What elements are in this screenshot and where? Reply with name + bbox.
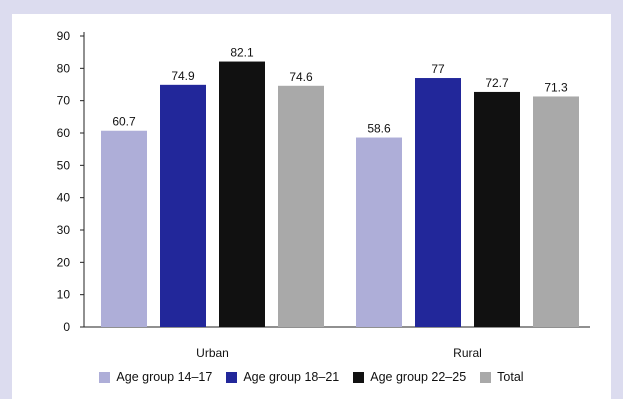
legend-item: Age group 14–17 <box>99 370 212 384</box>
y-tick-label: 50 <box>57 158 71 172</box>
legend-label: Age group 22–25 <box>370 370 467 384</box>
legend-item: Total <box>480 370 524 384</box>
legend-item: Age group 22–25 <box>353 370 466 384</box>
y-tick-label: 20 <box>57 255 71 269</box>
y-tick-label: 40 <box>57 191 71 205</box>
legend-item: Age group 18–21 <box>226 370 339 384</box>
data-label: 74.6 <box>289 70 313 84</box>
legend-label: Age group 18–21 <box>243 370 340 384</box>
y-tick-label: 30 <box>57 223 71 237</box>
bar-urban-series-2 <box>160 84 206 327</box>
legend-label: Total <box>497 370 524 384</box>
data-label: 74.9 <box>171 69 195 83</box>
y-tick-label: 90 <box>57 29 71 43</box>
bar-rural-series-4 <box>533 96 579 327</box>
bar-urban-series-4 <box>278 85 324 327</box>
legend-swatch <box>353 371 365 383</box>
bar-urban-series-3 <box>219 61 265 327</box>
y-tick-label: 60 <box>57 126 71 140</box>
bar-rural-series-1 <box>356 137 402 327</box>
data-label: 60.7 <box>112 115 136 129</box>
y-tick-label: 0 <box>63 320 70 334</box>
data-label: 77 <box>431 62 445 76</box>
legend: Age group 14–17 Age group 18–21 Age group … <box>12 370 611 384</box>
legend-swatch <box>99 371 111 383</box>
y-tick-label: 70 <box>57 94 71 108</box>
bar-rural-series-2 <box>415 78 461 328</box>
y-tick-label: 80 <box>57 61 71 75</box>
bar-chart: 0 10 20 30 40 50 60 70 80 90 60.7 74.9 82.1 74.6 Urban… <box>57 29 590 360</box>
bar-urban-series-1 <box>101 130 147 327</box>
data-label: 58.6 <box>367 122 391 136</box>
x-category-label: Rural <box>453 346 482 360</box>
data-label: 82.1 <box>230 46 254 60</box>
bar-rural-series-3 <box>474 91 520 327</box>
y-tick-label: 10 <box>57 288 71 302</box>
legend-swatch <box>226 371 238 383</box>
legend-label: Age group 14–17 <box>116 370 213 384</box>
legend-swatch <box>480 371 492 383</box>
x-category-label: Urban <box>196 346 229 360</box>
data-label: 72.7 <box>485 76 509 90</box>
data-label: 71.3 <box>544 80 568 94</box>
chart-panel: 0 10 20 30 40 50 60 70 80 90 60.7 74.9 82.1 74.6 Urban… <box>12 14 611 399</box>
